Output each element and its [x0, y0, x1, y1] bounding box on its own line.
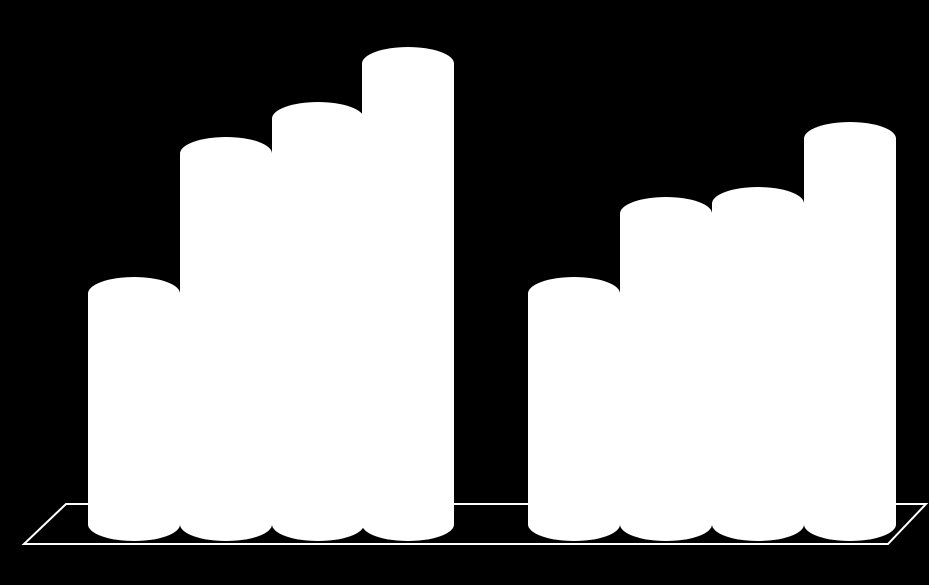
cylinder-base-cap	[528, 507, 620, 540]
cylinder-top-cap	[180, 137, 272, 170]
group-2-bar-4	[804, 122, 896, 540]
group-1-bar-3	[272, 102, 364, 540]
group-2-bar-2	[620, 197, 712, 540]
cylinder-top-cap	[528, 277, 620, 310]
group-2-bar-3	[712, 187, 804, 540]
cylinder-top-cap	[804, 122, 896, 155]
cylinder-base-cap	[88, 507, 180, 540]
cylinder-body	[804, 139, 896, 524]
cylinder-body	[88, 294, 180, 524]
cylinder-body	[362, 64, 454, 524]
group-1-bar-2	[180, 137, 272, 540]
cylinder-base-cap	[362, 507, 454, 540]
cylinder-body	[272, 119, 364, 524]
cylinder-base-cap	[620, 507, 712, 540]
cylinder-base-cap	[712, 507, 804, 540]
cylinder-top-cap	[712, 187, 804, 220]
chart-stage	[0, 0, 929, 585]
cylinder-top-cap	[88, 277, 180, 310]
cylinder-base-cap	[272, 507, 364, 540]
group-2-bar-1	[528, 277, 620, 540]
cylinder-top-cap	[272, 102, 364, 135]
group-1-bar-4	[362, 47, 454, 540]
cylinder-body	[528, 294, 620, 524]
cylinder-top-cap	[620, 197, 712, 230]
cylinder-body	[620, 214, 712, 524]
cylinder-top-cap	[362, 47, 454, 80]
cylinder-base-cap	[804, 507, 896, 540]
cylinder-base-cap	[180, 507, 272, 540]
cylinder-body	[180, 154, 272, 524]
cylinder-body	[712, 204, 804, 524]
group-1-bar-1	[88, 277, 180, 540]
